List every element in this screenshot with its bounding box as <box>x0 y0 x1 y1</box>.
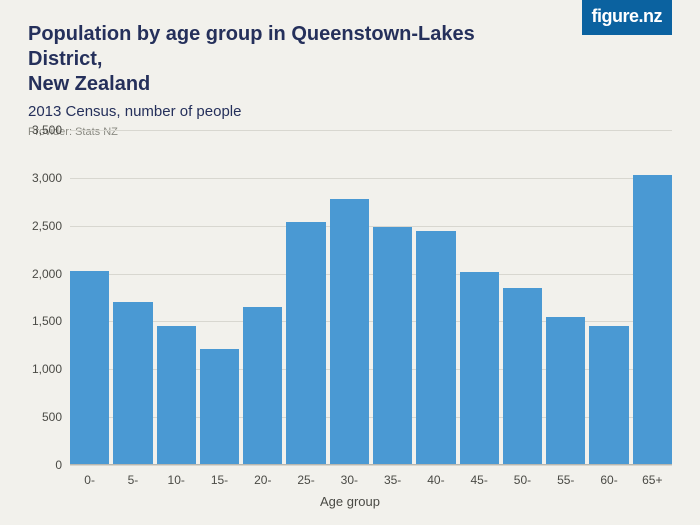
bar-slot: 25- <box>286 130 325 465</box>
x-tick-label: 55- <box>557 465 574 487</box>
title-line-2: New Zealand <box>28 73 150 95</box>
bar <box>70 271 109 465</box>
x-tick-label: 40- <box>427 465 444 487</box>
bar-slot: 65+ <box>633 130 672 465</box>
bar-slot: 0- <box>70 130 109 465</box>
x-tick-label: 35- <box>384 465 401 487</box>
bar <box>200 349 239 465</box>
y-tick-label: 2,000 <box>32 267 70 281</box>
y-tick-label: 3,500 <box>32 123 70 137</box>
bar <box>546 317 585 465</box>
x-axis-title: Age group <box>320 494 380 509</box>
chart-container: figure.nz Population by age group in Que… <box>0 0 700 525</box>
bar-slot: 50- <box>503 130 542 465</box>
x-tick-label: 45- <box>471 465 488 487</box>
bar <box>416 231 455 466</box>
bar <box>589 326 628 465</box>
bar-slot: 15- <box>200 130 239 465</box>
x-tick-label: 10- <box>168 465 185 487</box>
y-tick-label: 2,500 <box>32 219 70 233</box>
bar <box>503 288 542 465</box>
y-tick-label: 0 <box>55 458 70 472</box>
bar-slot: 20- <box>243 130 282 465</box>
bar <box>633 175 672 465</box>
y-tick-label: 1,500 <box>32 314 70 328</box>
x-tick-label: 60- <box>600 465 617 487</box>
y-tick-label: 500 <box>42 410 70 424</box>
x-tick-label: 25- <box>297 465 314 487</box>
bar-slot: 5- <box>113 130 152 465</box>
x-tick-label: 30- <box>341 465 358 487</box>
bar <box>286 222 325 465</box>
bar-slot: 30- <box>330 130 369 465</box>
y-tick-label: 1,000 <box>32 362 70 376</box>
bars-group: 0-5-10-15-20-25-30-35-40-45-50-55-60-65+ <box>70 130 672 465</box>
bar-slot: 40- <box>416 130 455 465</box>
bar <box>373 227 412 465</box>
bar <box>330 199 369 465</box>
bar-slot: 55- <box>546 130 585 465</box>
bar-slot: 60- <box>589 130 628 465</box>
bar-slot: 35- <box>373 130 412 465</box>
title-line-1: Population by age group in Queenstown-La… <box>28 23 475 70</box>
bar <box>157 326 196 465</box>
chart-subtitle: 2013 Census, number of people <box>28 103 672 120</box>
x-axis-baseline <box>70 464 672 465</box>
plot-area: 05001,0001,5002,0002,5003,0003,500 0-5-1… <box>70 130 672 465</box>
bar <box>460 272 499 465</box>
bar <box>113 302 152 465</box>
logo-text: figure.nz <box>592 6 663 26</box>
figurenz-logo: figure.nz <box>582 0 673 35</box>
x-tick-label: 65+ <box>642 465 662 487</box>
bar-slot: 10- <box>157 130 196 465</box>
bar-slot: 45- <box>460 130 499 465</box>
y-tick-label: 3,000 <box>32 171 70 185</box>
x-tick-label: 20- <box>254 465 271 487</box>
grid-line <box>70 465 672 466</box>
chart-title: Population by age group in Queenstown-La… <box>28 22 528 97</box>
x-tick-label: 15- <box>211 465 228 487</box>
x-tick-label: 5- <box>128 465 139 487</box>
x-tick-label: 50- <box>514 465 531 487</box>
x-tick-label: 0- <box>84 465 95 487</box>
bar <box>243 307 282 465</box>
